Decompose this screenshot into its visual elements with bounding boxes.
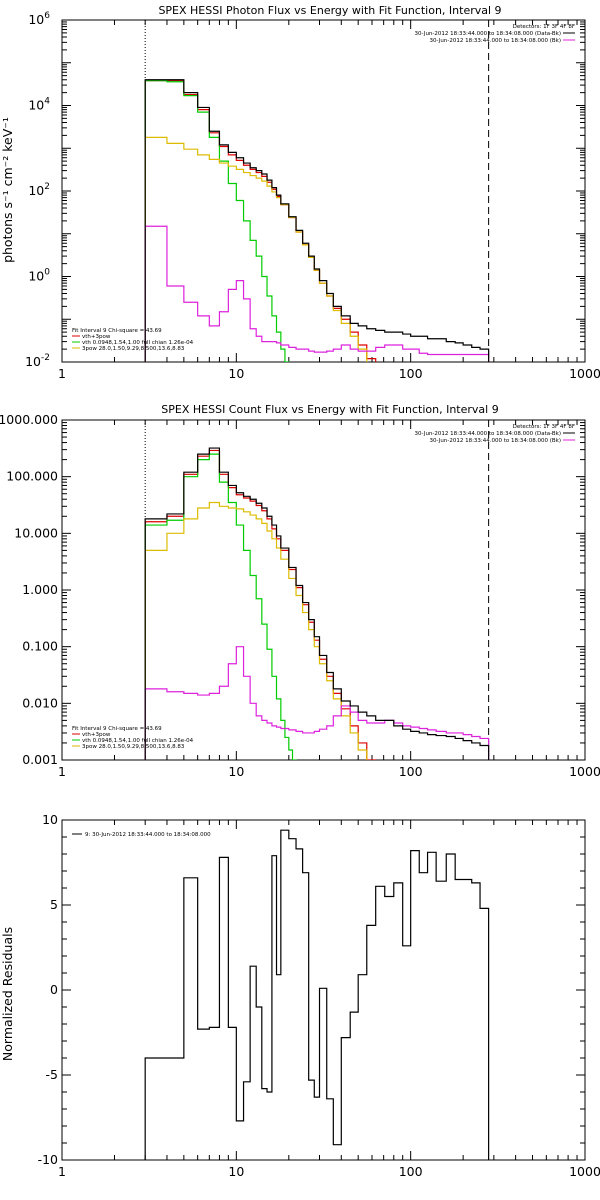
legend-item: vth 0.0948,1.54,1.00 full chian 1.26e-04 bbox=[82, 738, 194, 744]
legend-item: 30-Jun-2012 18:33:44.000 to 18:34:08.000… bbox=[429, 38, 561, 44]
legend-header: Detectors: 1F 3F 4F 8F bbox=[513, 424, 575, 430]
y-tick-label: 1.000 bbox=[22, 582, 58, 597]
series-residuals bbox=[144, 829, 490, 1160]
count-flux-panel: SPEX HESSI Count Flux vs Energy with Fit… bbox=[0, 403, 600, 779]
y-tick-label: 102 bbox=[28, 182, 50, 198]
series-data-bk bbox=[144, 79, 490, 362]
x-tick-label: 100 bbox=[399, 366, 423, 381]
plot-frame bbox=[61, 419, 586, 761]
y-tick-label: 106 bbox=[28, 11, 50, 27]
x-tick-label: 1 bbox=[58, 764, 66, 779]
legend-item: vth+3pow bbox=[82, 334, 111, 340]
legend-header: Fit Interval 9 Chi-square = 43.69 bbox=[72, 726, 162, 732]
series-3pow bbox=[144, 501, 368, 760]
y-tick-label: 10-2 bbox=[25, 353, 50, 369]
y-axis-label: Normalized Residuals bbox=[0, 927, 15, 1061]
chart-title: SPEX HESSI Count Flux vs Energy with Fit… bbox=[161, 403, 498, 416]
y-tick-label: 104 bbox=[28, 97, 50, 113]
y-tick-label: 100 bbox=[28, 268, 50, 284]
chart-title: SPEX HESSI Photon Flux vs Energy with Fi… bbox=[158, 4, 501, 17]
y-tick-label: 10 bbox=[42, 812, 58, 827]
x-tick-label: 1 bbox=[58, 366, 66, 381]
photon-flux-panel: SPEX HESSI Photon Flux vs Energy with Fi… bbox=[0, 4, 600, 381]
plot-frame bbox=[61, 19, 586, 363]
x-tick-label: 100 bbox=[399, 764, 423, 779]
x-tick-label: 100 bbox=[399, 1164, 423, 1179]
y-tick-label: 10.000 bbox=[14, 525, 58, 540]
series-bk bbox=[144, 646, 490, 760]
y-tick-label: 0.001 bbox=[22, 752, 58, 767]
y-tick-label: 0.010 bbox=[22, 695, 58, 710]
x-tick-label: 1000 bbox=[569, 764, 600, 779]
x-tick-label: 1 bbox=[58, 1164, 66, 1179]
y-tick-label: 0.100 bbox=[22, 639, 58, 654]
y-tick-label: -5 bbox=[46, 1067, 58, 1082]
y-tick-label: 0 bbox=[50, 982, 58, 997]
plot-frame bbox=[61, 819, 586, 1161]
legend-header: Detectors: 1F 3F 4F 8F bbox=[513, 24, 575, 30]
series-bk bbox=[144, 225, 490, 362]
legend-item: 9: 30-Jun-2012 18:33:44.000 to 18:34:08.… bbox=[85, 832, 211, 838]
y-tick-label: 1000.000 bbox=[0, 412, 58, 427]
legend-header: Fit Interval 9 Chi-square = 43.69 bbox=[72, 328, 162, 334]
residuals-panel: Normalized Residuals 1 10 100 1000 10 5 0 -5 -10… bbox=[0, 812, 600, 1179]
y-tick-label: 100.000 bbox=[6, 469, 58, 484]
series-vth-3pow bbox=[144, 80, 377, 362]
series-vth bbox=[144, 80, 290, 362]
legend-item: 30-Jun-2012 18:33:44.000 to 18:34:08.000… bbox=[429, 438, 561, 444]
legend-item: vth+3pow bbox=[82, 732, 111, 738]
legend-item: 3pow 28.0,1.50,9.29,8.500,13.6,8.83 bbox=[82, 346, 185, 352]
x-tick-label: 1000 bbox=[569, 366, 600, 381]
legend-item: vth 0.0948,1.54,1.00 full chian 1.26e-04 bbox=[82, 340, 194, 346]
x-tick-label: 10 bbox=[228, 764, 244, 779]
x-tick-label: 1000 bbox=[569, 1164, 600, 1179]
y-axis-label: photons s⁻¹ cm⁻² keV⁻¹ bbox=[0, 117, 15, 263]
legend-item: 30-Jun-2012 18:33:44.000 to 18:34:08.000… bbox=[415, 431, 561, 437]
y-tick-label: -10 bbox=[38, 1152, 58, 1167]
y-tick-label: 5 bbox=[50, 897, 58, 912]
legend-item: 3pow 28.0,1.50,9.29,8.500,13.6,8.83 bbox=[82, 744, 185, 750]
x-tick-label: 10 bbox=[228, 366, 244, 381]
series-data-bk bbox=[144, 447, 490, 760]
legend-item: 30-Jun-2012 18:33:44.000 to 18:34:08.000… bbox=[415, 31, 561, 37]
x-tick-label: 10 bbox=[228, 1164, 244, 1179]
